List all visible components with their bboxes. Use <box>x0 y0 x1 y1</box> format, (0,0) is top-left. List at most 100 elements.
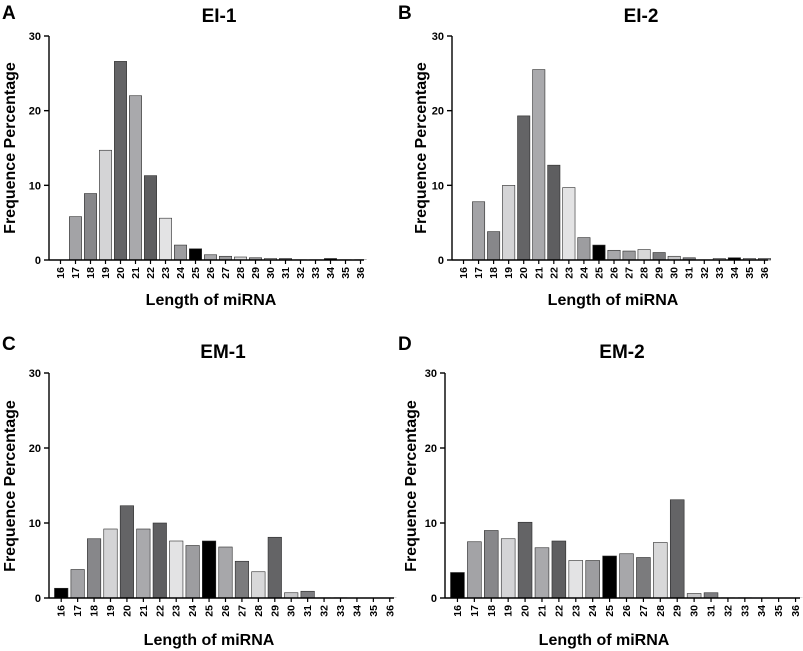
x-tick-label: 35 <box>340 267 352 279</box>
x-tick-label: 26 <box>205 267 217 279</box>
bar <box>450 572 465 599</box>
x-tick-label: 36 <box>759 267 771 279</box>
x-tick-label: 20 <box>115 267 127 279</box>
x-tick-label: 18 <box>488 267 500 279</box>
bar <box>202 540 217 599</box>
bar <box>189 248 202 261</box>
bar <box>114 61 127 261</box>
y-tick-label: 0 <box>35 255 41 267</box>
x-tick-label: 28 <box>235 267 247 279</box>
x-tick-label: 24 <box>187 605 199 617</box>
y-tick-label: 10 <box>425 518 437 530</box>
y-tick-label: 20 <box>432 106 444 118</box>
bar <box>267 536 282 599</box>
x-tick-label: 34 <box>325 267 337 279</box>
x-tick-label: 32 <box>699 267 711 279</box>
x-tick-label: 31 <box>706 605 718 617</box>
x-tick-label: 33 <box>714 267 726 279</box>
bar <box>103 528 118 599</box>
y-tick-label: 20 <box>29 443 41 455</box>
bar <box>467 541 482 599</box>
bar <box>619 553 634 599</box>
bar <box>602 555 617 599</box>
y-axis-label: Frequence Percentage <box>2 62 19 234</box>
y-axis-label: Frequence Percentage <box>413 62 430 234</box>
x-tick-label: 35 <box>773 605 785 617</box>
x-tick-label: 33 <box>335 605 347 617</box>
bar <box>484 530 499 599</box>
x-tick-label: 35 <box>744 267 756 279</box>
bar <box>652 252 666 261</box>
x-tick-label: 17 <box>473 267 485 279</box>
x-tick-label: 17 <box>72 605 84 617</box>
bar <box>517 115 531 261</box>
bar <box>69 216 82 261</box>
x-tick-label: 22 <box>154 605 166 617</box>
panel-d: D EM-2 Frequence Percentage Length of mi… <box>398 334 803 649</box>
bar <box>607 249 621 261</box>
x-tick-label: 17 <box>469 605 481 617</box>
y-tick-label: 30 <box>29 31 41 43</box>
x-tick-label: 28 <box>253 605 265 617</box>
y-axis-label: Frequence Percentage <box>2 400 19 572</box>
x-tick-label: 27 <box>236 605 248 617</box>
bar <box>159 217 172 261</box>
bar <box>551 540 567 599</box>
bar <box>174 244 187 261</box>
x-tick-label: 32 <box>295 267 307 279</box>
bar <box>136 528 151 599</box>
x-tick-label: 26 <box>621 605 633 617</box>
x-tick-label: 18 <box>85 267 97 279</box>
x-tick-label: 32 <box>319 605 331 617</box>
x-tick-label: 30 <box>286 605 298 617</box>
x-tick-label: 36 <box>790 605 802 617</box>
x-tick-label: 36 <box>384 605 396 617</box>
x-tick-label: 30 <box>689 605 701 617</box>
x-tick-label: 16 <box>55 267 67 279</box>
panel-letter: B <box>398 3 412 24</box>
x-tick-label: 29 <box>250 267 262 279</box>
x-tick-label: 19 <box>503 605 515 617</box>
bar <box>251 571 266 599</box>
chart-title: EM-2 <box>599 342 644 363</box>
x-tick-label: 26 <box>220 605 232 617</box>
bar <box>517 521 533 599</box>
x-tick-label: 19 <box>105 605 117 617</box>
bar <box>152 522 167 599</box>
x-tick-label: 34 <box>351 605 363 617</box>
bar <box>622 250 636 261</box>
x-tick-label: 36 <box>355 267 367 279</box>
x-tick-label: 17 <box>70 267 82 279</box>
x-tick-label: 22 <box>553 605 565 617</box>
y-tick-label: 0 <box>431 593 437 605</box>
x-tick-label: 28 <box>655 605 667 617</box>
x-tick-label: 31 <box>302 605 314 617</box>
bar <box>577 237 591 261</box>
bar <box>234 560 249 599</box>
y-tick-label: 30 <box>432 31 444 43</box>
bar <box>532 69 546 261</box>
bar <box>300 590 315 599</box>
y-tick-label: 0 <box>35 593 41 605</box>
x-tick-label: 21 <box>533 267 545 279</box>
bar <box>144 175 157 261</box>
bar <box>592 244 606 261</box>
chart-title: EI-2 <box>624 6 659 27</box>
x-tick-label: 21 <box>130 267 142 279</box>
x-tick-label: 22 <box>145 267 157 279</box>
bar <box>99 149 112 261</box>
x-tick-label: 20 <box>121 605 133 617</box>
x-tick-label: 29 <box>672 605 684 617</box>
chart-title: EM-1 <box>200 342 246 363</box>
x-tick-label: 31 <box>280 267 292 279</box>
x-tick-label: 24 <box>587 605 599 617</box>
y-axis-label: Frequence Percentage <box>403 400 420 572</box>
x-tick-label: 27 <box>220 267 232 279</box>
x-tick-label: 25 <box>604 605 616 617</box>
x-tick-label: 34 <box>729 267 741 279</box>
panel-b: B EI-2 Frequence Percentage Length of mi… <box>398 3 771 309</box>
x-tick-label: 22 <box>548 267 560 279</box>
